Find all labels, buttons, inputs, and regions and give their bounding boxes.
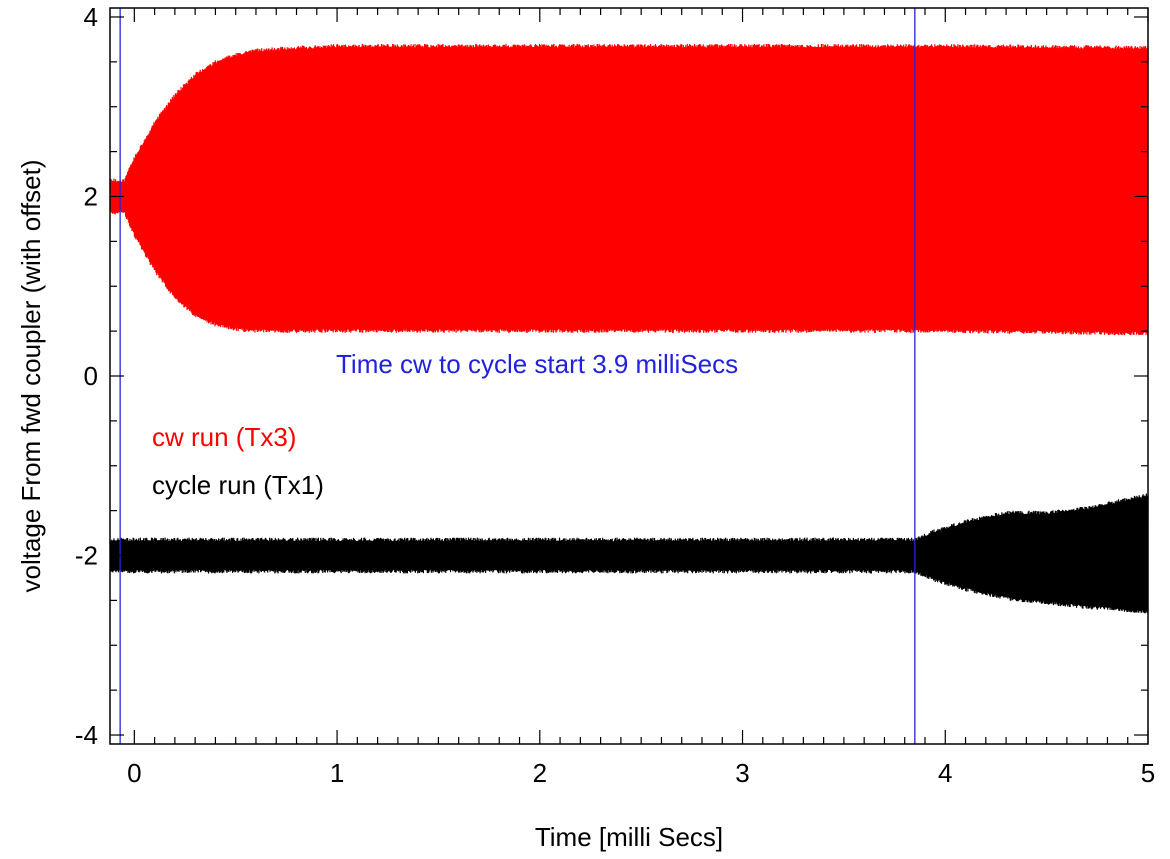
axis-ticks (110, 8, 1149, 744)
y-tick-label: -4 (75, 720, 98, 750)
tick-labels: 0 1 2 3 4 5 -4 -2 0 2 4 (75, 2, 1155, 788)
y-tick-label: 2 (84, 181, 98, 211)
y-tick-label: -2 (75, 541, 98, 571)
x-tick-label: 1 (330, 758, 344, 788)
x-tick-label: 3 (735, 758, 749, 788)
x-tick-label: 5 (1141, 758, 1155, 788)
x-tick-label: 2 (533, 758, 547, 788)
annotation-time-cw-to-cycle: Time cw to cycle start 3.9 milliSecs (336, 349, 738, 379)
x-axis-label: Time [milli Secs] (535, 822, 723, 852)
legend-cycle-run: cycle run (Tx1) (152, 470, 324, 500)
series-layer (109, 43, 1149, 614)
y-axis-label: voltage From fwd coupler (with offset) (16, 159, 46, 592)
y-tick-label: 0 (84, 361, 98, 391)
x-tick-label: 4 (938, 758, 952, 788)
x-tick-label: 0 (127, 758, 141, 788)
y-tick-label: 4 (84, 2, 98, 32)
series-cycle-run (109, 493, 1149, 614)
series-cw-run (109, 43, 1149, 336)
legend-cw-run: cw run (Tx3) (152, 422, 296, 452)
